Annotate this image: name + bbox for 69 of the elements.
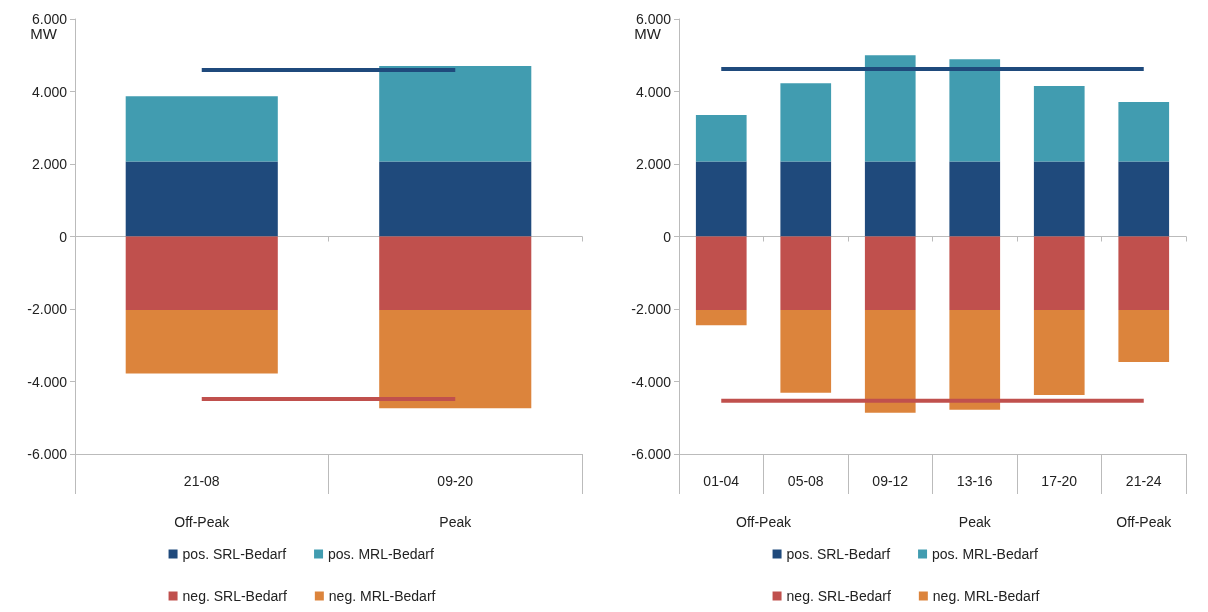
y-tick-label: -4.000 <box>631 373 672 390</box>
x-tick-label: 21-08 <box>183 473 220 489</box>
bar <box>1118 310 1170 362</box>
bar <box>379 66 532 162</box>
x-tick-label: 21-24 <box>1125 473 1162 489</box>
bar <box>1118 161 1170 237</box>
text: Off-Peak <box>736 514 792 530</box>
x-tick-label: 13-16 <box>956 473 993 489</box>
bar <box>125 96 278 162</box>
bar <box>1118 236 1170 311</box>
x-tick-label: 01-04 <box>703 473 740 489</box>
text: Off-Peak <box>1116 514 1173 530</box>
bar <box>1033 161 1085 237</box>
x-tick-label: 17-20 <box>1041 473 1078 489</box>
bar <box>695 161 747 237</box>
bar <box>949 161 1001 237</box>
bar <box>379 310 532 409</box>
text: Peak <box>958 514 992 530</box>
bar <box>949 59 1001 162</box>
legend-label: neg. SRL-Bedarf <box>786 588 891 604</box>
bar <box>864 55 916 162</box>
y-axis-title: MW <box>30 25 58 42</box>
y-axis-title: MW <box>634 25 662 42</box>
bar <box>864 161 916 237</box>
bar <box>1033 236 1085 311</box>
bar <box>125 310 278 374</box>
y-tick-label: 0 <box>663 228 672 245</box>
bar <box>780 161 832 237</box>
legend-label: pos. MRL-Bedarf <box>932 546 1038 562</box>
bar <box>1118 102 1170 162</box>
y-tick-label: 0 <box>59 228 68 245</box>
bar <box>780 83 832 162</box>
y-tick-label: 6.000 <box>635 11 672 27</box>
y-tick-label: 2.000 <box>635 156 672 172</box>
y-tick-label: 4.000 <box>635 83 672 100</box>
bar <box>695 115 747 162</box>
y-tick-label: 2.000 <box>31 156 68 172</box>
legend-label: neg. SRL-Bedarf <box>182 588 287 604</box>
bar <box>780 236 832 311</box>
x-tick-label: 09-12 <box>872 473 909 489</box>
bar <box>379 161 532 237</box>
bar <box>949 236 1001 311</box>
text: Off-Peak <box>174 514 231 530</box>
y-tick-label: -4.000 <box>27 373 68 390</box>
bar <box>125 161 278 237</box>
y-tick-label: -6.000 <box>631 446 672 462</box>
bar <box>125 236 278 311</box>
y-tick-label: -2.000 <box>631 301 672 317</box>
y-tick-label: -2.000 <box>27 301 68 317</box>
bar <box>695 236 747 311</box>
bar <box>864 310 916 413</box>
legend-label: neg. MRL-Bedarf <box>932 588 1040 604</box>
legend-label: neg. MRL-Bedarf <box>328 588 436 604</box>
bar <box>379 236 532 311</box>
y-tick-label: -6.000 <box>27 446 68 462</box>
legend-label: pos. SRL-Bedarf <box>786 546 891 562</box>
bar <box>1033 310 1085 395</box>
y-tick-label: 6.000 <box>31 11 68 27</box>
bar <box>695 310 747 326</box>
bar <box>949 310 1001 410</box>
y-tick-label: 4.000 <box>31 83 68 100</box>
bar <box>864 236 916 311</box>
bar <box>1033 86 1085 162</box>
legend-label: pos. MRL-Bedarf <box>328 546 434 562</box>
bar <box>780 310 832 393</box>
text: Peak <box>439 514 473 530</box>
legend-label: pos. SRL-Bedarf <box>182 546 287 562</box>
x-tick-label: 05-08 <box>787 473 824 489</box>
x-tick-label: 09-20 <box>437 473 474 489</box>
